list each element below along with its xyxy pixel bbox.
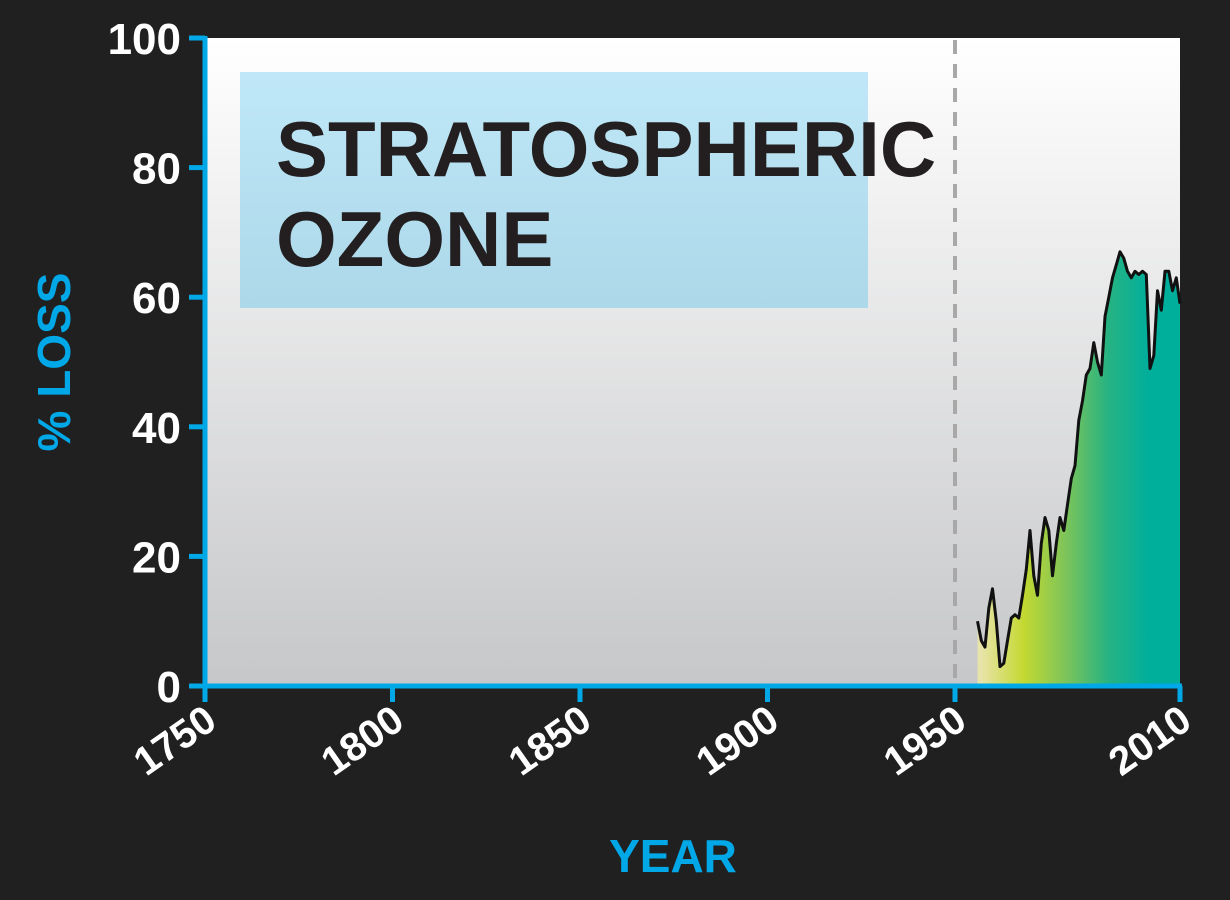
x-tick-label: 1850 [501,697,599,784]
chart-title-line-2: OZONE [276,195,553,283]
y-tick-label: 80 [132,145,181,194]
title-box [240,72,868,308]
chart-title: STRATOSPHERIC OZONE [276,105,958,283]
y-tick-label: 60 [132,274,181,323]
chart-title-line-1: STRATOSPHERIC [276,105,936,193]
x-axis-title: YEAR [609,830,737,882]
y-axis-title: % LOSS [28,273,80,452]
x-tick-label: 1900 [689,697,787,784]
y-tick-label: 20 [132,533,181,582]
x-axis: 1750 1800 1850 1900 1950 2010 [126,683,1199,784]
x-tick-label: 1800 [314,697,412,784]
y-tick-label: 0 [157,663,181,712]
x-tick-label: 2010 [1101,697,1199,784]
x-tick-label: 1950 [876,697,974,784]
ozone-loss-area [977,251,1180,687]
y-axis: 0 20 40 60 80 100 [108,15,208,712]
y-tick-label: 100 [108,15,181,64]
y-tick-label: 40 [132,404,181,453]
ozone-loss-line [976,250,1182,669]
